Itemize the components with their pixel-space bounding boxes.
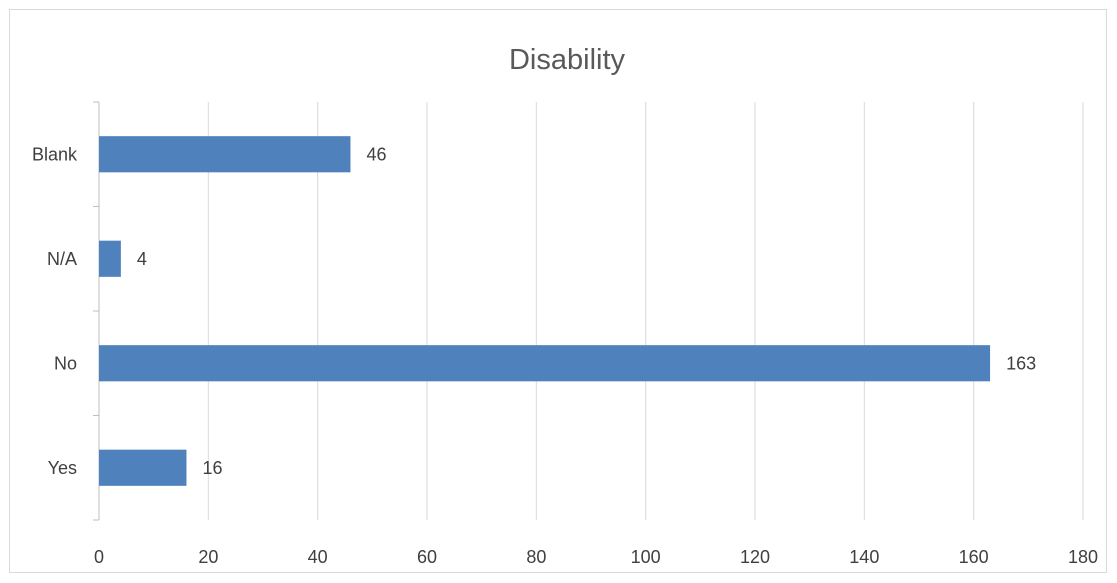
x-tick-label: 20 <box>198 547 218 567</box>
x-tick-label: 140 <box>849 547 879 567</box>
data-label: 163 <box>1006 353 1036 373</box>
category-label: No <box>54 353 77 373</box>
bars <box>99 136 991 486</box>
category-label: Yes <box>48 458 77 478</box>
x-tick-label: 100 <box>631 547 661 567</box>
x-tick-label: 60 <box>417 547 437 567</box>
data-label: 16 <box>202 458 222 478</box>
x-tick-label: 160 <box>959 547 989 567</box>
x-tick-label: 120 <box>740 547 770 567</box>
labels: 0 20 40 60 80 100 120 140 160 180 Yes 16 No 163 N/A 4 Bl… <box>32 144 1098 567</box>
category-label: N/A <box>47 249 77 269</box>
x-tick-label: 180 <box>1068 547 1098 567</box>
category-axis <box>93 101 100 521</box>
x-tick-label: 40 <box>308 547 328 567</box>
x-tick-label: 80 <box>526 547 546 567</box>
data-label: 4 <box>137 249 147 269</box>
data-label: 46 <box>366 144 386 164</box>
category-label: Blank <box>32 144 78 164</box>
bar-n-a <box>99 240 121 277</box>
x-tick-label: 0 <box>94 547 104 567</box>
bar-no <box>99 345 991 382</box>
chart-title: Disability <box>509 44 626 76</box>
bar-blank <box>99 136 351 173</box>
bar-yes <box>99 449 187 486</box>
chart-area <box>9 9 1107 573</box>
